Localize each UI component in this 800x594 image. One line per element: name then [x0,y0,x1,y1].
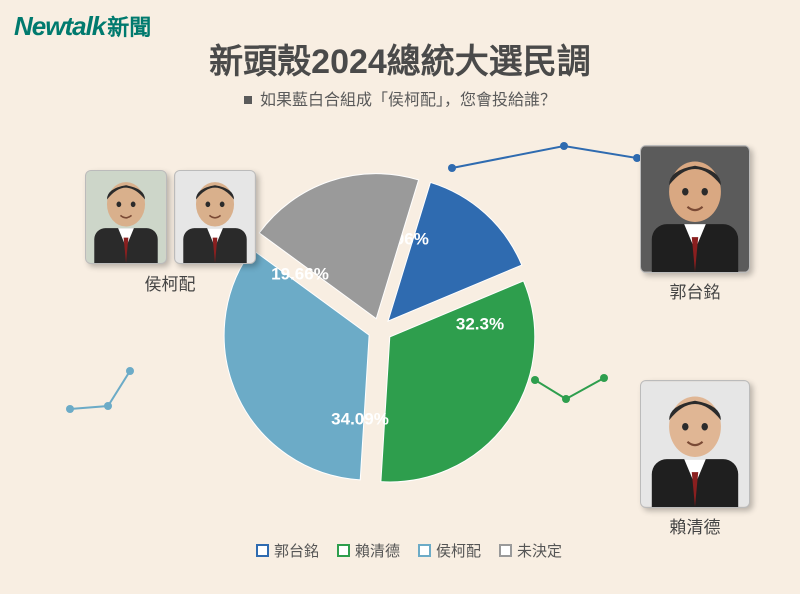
leader-marker [104,402,112,410]
portrait-lai [640,380,750,508]
caption-guo: 郭台銘 [655,278,735,303]
leader-marker [66,405,74,413]
leader-marker [560,142,568,150]
legend-swatch [418,544,431,557]
pie-chart: 13.96%32.3%34.09%19.66% [224,174,535,482]
leader-line-1 [535,378,604,399]
portrait-guo [640,145,750,273]
leader-line-0 [452,146,637,168]
leader-marker [531,376,539,384]
portrait-hou [85,170,167,264]
legend-swatch [499,544,512,557]
caption-lai: 賴清德 [655,513,735,538]
legend: 郭台銘 賴清德 侯柯配 未決定 [0,540,800,561]
legend-label: 郭台銘 [274,543,319,560]
portrait-ko [174,170,256,264]
legend-swatch [256,544,269,557]
leader-marker [562,395,570,403]
leader-marker [126,367,134,375]
legend-label: 未決定 [517,543,562,560]
legend-swatch [337,544,350,557]
pie-label-lai: 32.3% [456,314,504,333]
leader-line-2 [70,371,130,409]
caption-houko: 侯柯配 [120,270,220,295]
pie-label-houko: 34.09% [331,409,389,428]
leader-marker [448,164,456,172]
legend-label: 侯柯配 [436,543,481,560]
leader-marker [600,374,608,382]
pie-label-undecided: 19.66% [271,264,329,283]
legend-label: 賴清德 [355,543,400,560]
